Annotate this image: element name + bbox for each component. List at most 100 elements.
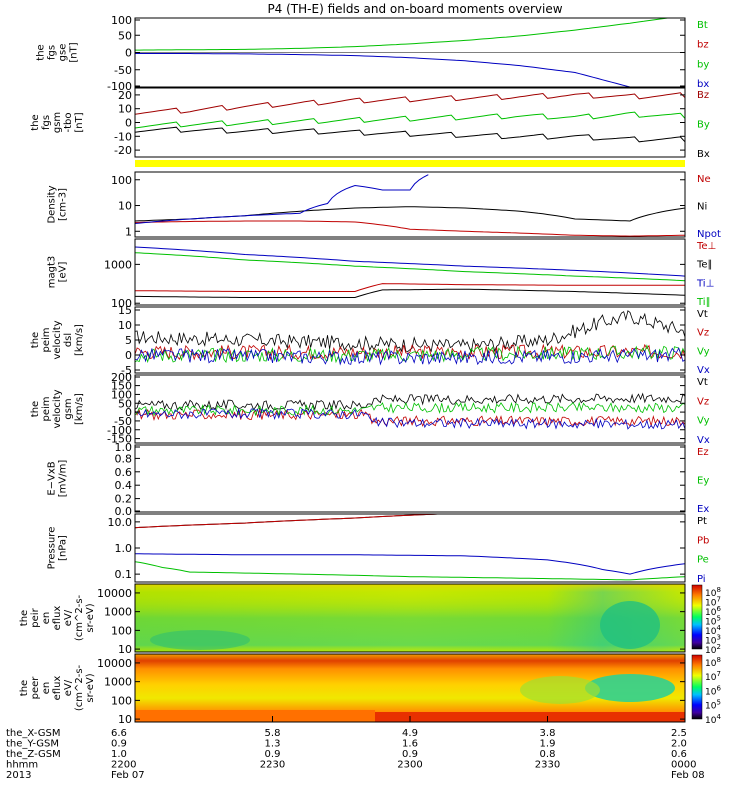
panel-frame bbox=[134, 87, 686, 158]
colorbar-tick: 106 bbox=[705, 684, 721, 697]
series-line bbox=[135, 347, 685, 366]
y-tick-label: 1000 bbox=[104, 676, 132, 689]
y-axis-label: fgs bbox=[41, 115, 52, 130]
panel-fgs_gse: 100 50 0 -50 -100 the fgs gse [nT] Bt bz by bx bbox=[36, 14, 710, 93]
colorbar-tick-exponent: 7 bbox=[716, 670, 720, 678]
y-axis-label: peim bbox=[41, 327, 52, 352]
y-tick-label: 0 bbox=[125, 117, 132, 130]
y-tick-label: 1000 bbox=[104, 606, 132, 619]
y-tick-label: 100 bbox=[111, 297, 132, 310]
x-axis-value: 0.8 bbox=[540, 749, 556, 760]
x-axis-value: Feb 07 bbox=[111, 770, 145, 781]
colorbar-tick-exponent: 3 bbox=[716, 633, 720, 641]
colorbar-tick-exponent: 5 bbox=[716, 699, 720, 707]
y-tick-label: 10.0 bbox=[108, 516, 133, 529]
colorbar-tick-exponent: 8 bbox=[716, 586, 720, 594]
series-line bbox=[135, 392, 685, 411]
legend-entry: Vz bbox=[697, 396, 709, 407]
legend-entry: Vy bbox=[697, 346, 710, 357]
y-axis-label: peim bbox=[41, 396, 52, 421]
series-line bbox=[135, 111, 685, 129]
panel-data bbox=[135, 246, 685, 298]
legend-entry: Ex bbox=[697, 504, 709, 515]
y-tick-label: -100 bbox=[107, 80, 132, 93]
panel-frame bbox=[134, 171, 686, 238]
status-bar bbox=[135, 160, 685, 167]
y-axis-label: the bbox=[30, 332, 41, 348]
colorbar-tick-exponent: 8 bbox=[716, 656, 720, 664]
heatmap-feature bbox=[150, 630, 250, 650]
y-axis-label: magt3 bbox=[47, 256, 58, 289]
panel-data bbox=[135, 92, 685, 143]
y-axis-label: peir bbox=[30, 607, 41, 627]
y-tick-label: 0.1 bbox=[115, 568, 133, 581]
colorbar-tick-exponent: 7 bbox=[716, 595, 720, 603]
legend-entry: Vx bbox=[697, 365, 710, 376]
series-line bbox=[135, 344, 685, 364]
y-tick-label: 1 bbox=[125, 225, 132, 238]
legend-entry: Vx bbox=[697, 435, 710, 446]
y-tick-label: 5 bbox=[125, 334, 132, 347]
x-axis-value: 2330 bbox=[535, 760, 560, 771]
y-axis-label: the bbox=[30, 114, 41, 130]
series-line bbox=[135, 561, 685, 581]
legend-entry: Te∥ bbox=[696, 260, 713, 271]
panel-e_vxb: 1.00.80.60.40.20.0 E−VxB [mV/m] Ez Ey Ex bbox=[47, 441, 710, 518]
x-axis-value: 0.9 bbox=[111, 739, 127, 750]
y-tick-label: 100 bbox=[111, 694, 132, 707]
heatmap-feature bbox=[520, 676, 600, 704]
series-line bbox=[135, 514, 438, 529]
legend-entry: Ni bbox=[697, 202, 707, 213]
y-tick-label: 1.0 bbox=[115, 441, 133, 454]
y-axis-label: [nT] bbox=[69, 42, 80, 62]
heatmap-feature bbox=[600, 601, 660, 649]
x-axis-value: 3.8 bbox=[540, 728, 556, 739]
x-axis-row-label: hhmm bbox=[6, 760, 38, 771]
series-line bbox=[135, 401, 685, 417]
y-tick-label: 15 bbox=[118, 304, 132, 317]
y-tick-label: -10 bbox=[114, 130, 132, 143]
x-axis-value: 4.9 bbox=[402, 728, 418, 739]
series-line bbox=[135, 206, 685, 222]
y-axis-label: velocity bbox=[52, 389, 63, 428]
y-tick-label: 50 bbox=[118, 397, 132, 410]
y-tick-label: 10 bbox=[118, 319, 132, 332]
colorbar-tick-exponent: 6 bbox=[716, 684, 721, 692]
x-axis-row-label: the_X-GSM bbox=[6, 728, 60, 739]
x-axis-value: 1.9 bbox=[540, 739, 556, 750]
legend-entry: Vt bbox=[697, 377, 708, 388]
y-tick-label: 10 bbox=[118, 643, 132, 656]
series-line bbox=[135, 252, 685, 282]
legend-entry: bx bbox=[697, 79, 709, 90]
series-line bbox=[135, 310, 685, 354]
colorbar-tick: 104 bbox=[705, 713, 721, 726]
y-axis-label: sr-eV) bbox=[85, 603, 96, 632]
y-tick-label: 10 bbox=[118, 713, 132, 726]
y-tick-label: -5 bbox=[121, 364, 132, 377]
series-line bbox=[135, 53, 631, 87]
y-tick-label: 0.0 bbox=[115, 505, 133, 518]
series-line bbox=[135, 408, 685, 430]
x-axis-value: 2.0 bbox=[671, 739, 687, 750]
y-axis-label: the bbox=[36, 44, 47, 60]
legend-entry: bz bbox=[697, 40, 709, 51]
panel-frame bbox=[134, 238, 686, 306]
y-axis-label: [eV] bbox=[58, 262, 69, 283]
x-axis-value: Feb 08 bbox=[671, 770, 705, 781]
legend-entry: Pe bbox=[697, 555, 709, 566]
y-tick-label: 1.0 bbox=[115, 542, 133, 555]
legend-entry: Bz bbox=[697, 90, 709, 101]
x-axis-value: 2300 bbox=[397, 760, 422, 771]
colorbar-tick-exponent: 5 bbox=[716, 614, 720, 622]
x-axis-value: 0.9 bbox=[402, 749, 418, 760]
x-axis-value: 1.6 bbox=[402, 739, 418, 750]
x-axis-value: 2230 bbox=[260, 760, 285, 771]
colorbar-tick: 107 bbox=[705, 670, 721, 683]
legend-entry: Npot bbox=[697, 229, 721, 240]
panel-frame bbox=[134, 374, 686, 444]
y-axis-label: en bbox=[41, 682, 52, 695]
legend-entry: Ez bbox=[697, 447, 709, 458]
y-axis-label: peer bbox=[30, 676, 41, 700]
